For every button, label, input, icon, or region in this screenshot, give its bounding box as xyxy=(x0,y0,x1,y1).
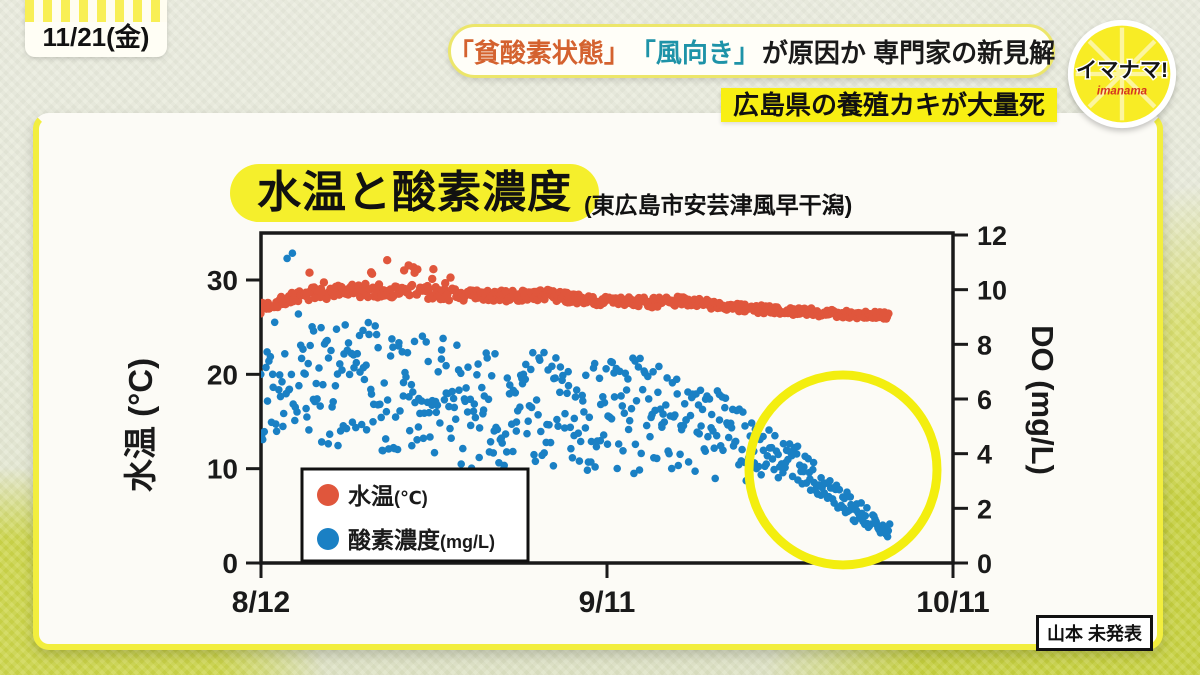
y-right-tick-label-4: 8 xyxy=(977,330,992,360)
legend-dot-1 xyxy=(317,528,339,550)
y-left-tick-label-1: 10 xyxy=(207,454,238,485)
y-left-tick-label-0: 0 xyxy=(222,548,238,579)
y-right-tick-label-2: 4 xyxy=(977,440,992,470)
date-badge: 11/21(金) xyxy=(25,0,167,57)
headline-keyword-hypoxia: 「貧酸素状態」 xyxy=(447,37,630,68)
x-tick-label-0: 8/12 xyxy=(232,586,290,619)
y-right-tick-label-5: 10 xyxy=(977,276,1007,306)
y-right-tick-label-1: 2 xyxy=(977,494,992,524)
legend-dot-0 xyxy=(317,484,339,506)
lemon-segment-lines xyxy=(1075,27,1169,121)
legend-label-1: 酸素濃度(mg/L) xyxy=(348,527,495,553)
headline-rest: が原因か 専門家の新見解 xyxy=(761,37,1056,68)
x-tick-label-2: 10/11 xyxy=(916,586,989,619)
y-left-tick-label-2: 20 xyxy=(207,359,238,390)
source-label: 山本 未発表 xyxy=(1036,615,1154,651)
legend-label-0: 水温(℃) xyxy=(348,483,428,509)
y-right-tick-label-6: 12 xyxy=(977,221,1007,251)
date-text: 11/21(金) xyxy=(42,22,150,52)
y-left-tick-label-3: 30 xyxy=(207,265,238,296)
do-dots-group xyxy=(261,249,894,541)
headline-banner: 「貧酸素状態」 「風向き」 が原因か 専門家の新見解 xyxy=(448,24,1055,78)
program-logo: イマナマ! imanama xyxy=(1064,16,1180,132)
y-right-tick-label-0: 0 xyxy=(977,549,992,579)
chart-title: 水温と酸素濃度 xyxy=(230,164,599,222)
chart-generated-content: 0 10 20 30 0 2 4 6 8 10 12 8/12 9/11 10/11 水温 (°C) DO (… xyxy=(122,221,1060,619)
logo-subtitle: imanama xyxy=(1097,84,1148,97)
logo-title: イマナマ! xyxy=(1076,58,1168,82)
temp-dots-group xyxy=(261,256,893,323)
chart-subtitle: (東広島市安芸津風早干潟) xyxy=(584,192,853,218)
headline-keyword-wind: 「風向き」 xyxy=(629,37,760,68)
topic-banner: 広島県の養殖カキが大量死 xyxy=(721,88,1058,122)
highlight-circle xyxy=(744,370,942,570)
y-left-axis-label: 水温 (°C) xyxy=(122,358,159,492)
y-right-axis-label: DO (mg/L) xyxy=(1025,325,1060,475)
legend-box xyxy=(300,467,530,563)
x-tick-label-1: 9/11 xyxy=(579,586,636,619)
y-right-tick-label-3: 6 xyxy=(977,385,992,415)
